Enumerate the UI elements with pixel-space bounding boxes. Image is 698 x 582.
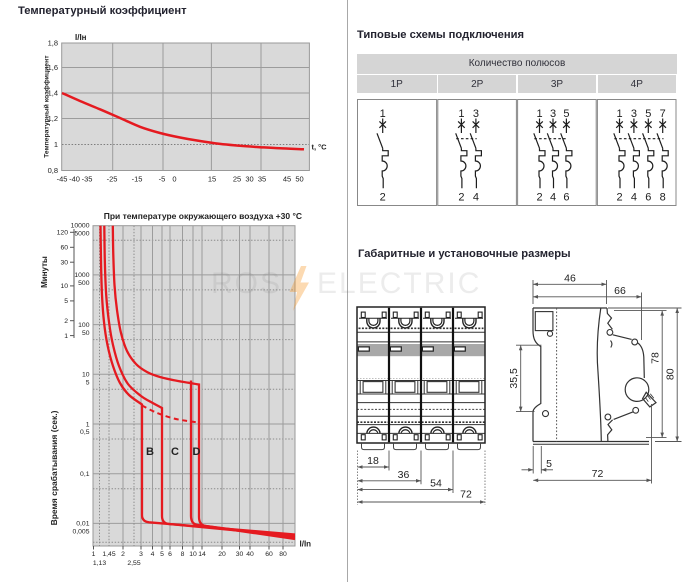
svg-text:6: 6 <box>168 551 172 558</box>
svg-text:3: 3 <box>139 551 143 558</box>
svg-text:4: 4 <box>550 192 556 204</box>
svg-text:5: 5 <box>86 380 90 387</box>
svg-text:-45: -45 <box>57 175 68 184</box>
svg-text:4: 4 <box>631 192 637 204</box>
svg-text:Время срабатывания (сек.): Время срабатывания (сек.) <box>49 410 59 525</box>
svg-text:5: 5 <box>160 551 164 558</box>
svg-text:-35: -35 <box>82 175 93 184</box>
svg-text:2: 2 <box>458 192 464 204</box>
svg-text:100: 100 <box>78 322 90 329</box>
svg-text:36: 36 <box>398 469 410 481</box>
svg-text:3: 3 <box>473 108 479 120</box>
svg-text:2: 2 <box>380 192 386 204</box>
svg-text:t, °C: t, °C <box>312 143 328 152</box>
svg-text:1: 1 <box>380 108 386 120</box>
svg-text:1: 1 <box>54 140 58 149</box>
svg-text:1,8: 1,8 <box>48 39 58 48</box>
svg-text:72: 72 <box>460 489 472 501</box>
svg-text:1: 1 <box>536 108 542 120</box>
svg-text:1,2: 1,2 <box>48 114 58 123</box>
svg-text:7: 7 <box>660 108 666 120</box>
svg-text:-15: -15 <box>132 175 143 184</box>
svg-text:72: 72 <box>592 468 604 480</box>
svg-text:0,005: 0,005 <box>72 529 89 536</box>
svg-text:45: 45 <box>283 175 291 184</box>
svg-text:6: 6 <box>645 192 651 204</box>
svg-text:54: 54 <box>430 478 442 490</box>
svg-text:500: 500 <box>78 280 90 287</box>
svg-text:35,5: 35,5 <box>508 368 520 389</box>
svg-text:1: 1 <box>86 421 90 428</box>
svg-text:2,55: 2,55 <box>127 560 140 567</box>
svg-text:40: 40 <box>246 551 254 558</box>
svg-text:1: 1 <box>92 551 96 558</box>
svg-text:0: 0 <box>172 175 176 184</box>
svg-text:50: 50 <box>295 175 303 184</box>
svg-text:10000: 10000 <box>71 223 90 230</box>
svg-text:80: 80 <box>279 551 287 558</box>
svg-text:60: 60 <box>265 551 273 558</box>
svg-text:8: 8 <box>181 551 185 558</box>
svg-text:5: 5 <box>563 108 569 120</box>
svg-text:5: 5 <box>64 298 68 305</box>
svg-text:I/Iн: I/Iн <box>75 33 87 42</box>
svg-text:2: 2 <box>616 192 622 204</box>
svg-text:20: 20 <box>218 551 226 558</box>
svg-text:3: 3 <box>631 108 637 120</box>
svg-text:30: 30 <box>236 551 244 558</box>
svg-text:2: 2 <box>121 551 125 558</box>
svg-text:1,13: 1,13 <box>93 560 106 567</box>
svg-text:60: 60 <box>60 245 68 252</box>
svg-text:1000: 1000 <box>74 272 89 279</box>
svg-text:0,5: 0,5 <box>80 429 90 436</box>
svg-text:-40: -40 <box>69 175 80 184</box>
svg-text:66: 66 <box>614 285 626 297</box>
svg-text:4: 4 <box>473 192 479 204</box>
svg-text:0,01: 0,01 <box>76 521 89 528</box>
svg-text:10: 10 <box>60 283 68 290</box>
svg-text:8: 8 <box>660 192 666 204</box>
svg-text:-25: -25 <box>107 175 118 184</box>
svg-text:5: 5 <box>645 108 651 120</box>
svg-text:-5: -5 <box>159 175 166 184</box>
svg-text:80: 80 <box>664 368 676 380</box>
svg-text:46: 46 <box>564 273 576 285</box>
svg-text:2: 2 <box>64 318 68 325</box>
svg-text:C: C <box>171 446 179 458</box>
svg-text:Минуты: Минуты <box>40 256 49 288</box>
svg-text:1: 1 <box>458 108 464 120</box>
svg-text:4: 4 <box>151 551 155 558</box>
svg-text:6: 6 <box>563 192 569 204</box>
svg-text:5: 5 <box>546 458 552 470</box>
svg-text:D: D <box>193 446 201 458</box>
svg-text:При температуре окружающего во: При температуре окружающего воздуха +30 … <box>104 211 302 221</box>
svg-text:0,8: 0,8 <box>48 166 58 175</box>
svg-text:Температурный коэффициент: Температурный коэффициент <box>43 55 51 158</box>
svg-text:30: 30 <box>245 175 253 184</box>
svg-text:30: 30 <box>60 260 68 267</box>
svg-text:1,45: 1,45 <box>102 551 115 558</box>
svg-text:1: 1 <box>616 108 622 120</box>
svg-text:10: 10 <box>189 551 197 558</box>
svg-text:14: 14 <box>198 551 206 558</box>
svg-text:78: 78 <box>650 352 662 364</box>
svg-text:10: 10 <box>82 372 90 379</box>
svg-text:I/In: I/In <box>300 540 312 549</box>
svg-text:B: B <box>146 446 154 458</box>
svg-text:50: 50 <box>82 330 90 337</box>
svg-text:15: 15 <box>208 175 216 184</box>
svg-text:3: 3 <box>550 108 556 120</box>
svg-text:1,4: 1,4 <box>48 89 58 98</box>
svg-text:120: 120 <box>57 230 69 237</box>
svg-text:25: 25 <box>233 175 241 184</box>
svg-text:0,1: 0,1 <box>80 471 90 478</box>
svg-text:5000: 5000 <box>74 230 89 237</box>
svg-text:1,6: 1,6 <box>48 63 58 72</box>
svg-text:1: 1 <box>64 333 68 340</box>
svg-text:2: 2 <box>536 192 542 204</box>
svg-text:35: 35 <box>258 175 266 184</box>
svg-text:18: 18 <box>367 455 379 467</box>
